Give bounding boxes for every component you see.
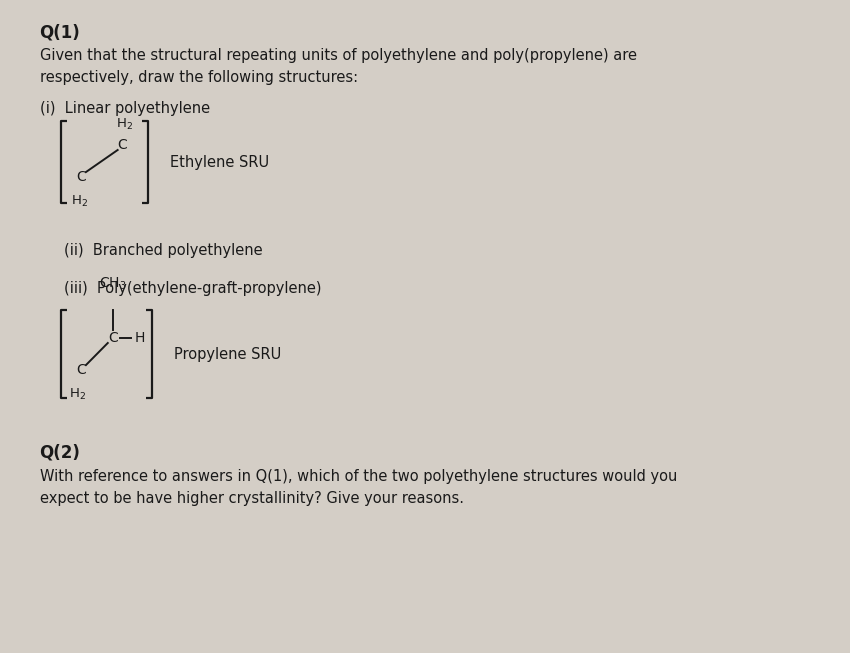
Text: Ethylene SRU: Ethylene SRU	[170, 155, 269, 170]
Text: H$_2$: H$_2$	[71, 194, 88, 209]
Text: C: C	[117, 138, 128, 152]
Text: Given that the structural repeating units of polyethylene and poly(propylene) ar: Given that the structural repeating unit…	[40, 48, 637, 85]
Text: H$_2$: H$_2$	[69, 387, 86, 402]
Text: H$_2$: H$_2$	[116, 117, 133, 132]
Text: Q(1): Q(1)	[40, 23, 80, 41]
Text: Propylene SRU: Propylene SRU	[174, 347, 281, 362]
Text: Q(2): Q(2)	[40, 443, 81, 461]
Text: CH$_3$: CH$_3$	[99, 276, 127, 292]
Text: C: C	[108, 331, 117, 345]
Text: (iii)  Poly(ethylene-graft-propylene): (iii) Poly(ethylene-graft-propylene)	[65, 281, 322, 296]
Text: (ii)  Branched polyethylene: (ii) Branched polyethylene	[65, 243, 263, 258]
Text: H: H	[134, 331, 145, 345]
Text: C: C	[76, 363, 86, 377]
Text: With reference to answers in Q(1), which of the two polyethylene structures woul: With reference to answers in Q(1), which…	[40, 469, 677, 505]
Text: (i)  Linear polyethylene: (i) Linear polyethylene	[40, 101, 210, 116]
Text: C: C	[76, 170, 86, 184]
